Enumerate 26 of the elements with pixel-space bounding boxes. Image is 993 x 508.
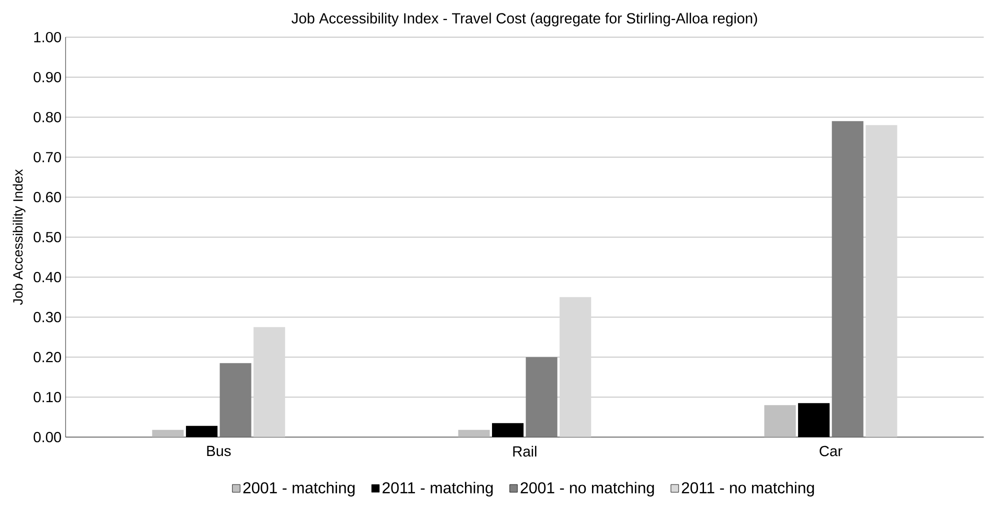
legend-label: 2011 - matching	[382, 482, 493, 496]
y-axis-title: Job Accessibility Index	[12, 169, 26, 305]
legend-label: 2001 - no matching	[520, 482, 654, 496]
bar	[866, 124, 898, 437]
y-tick-label: 1.00	[34, 32, 62, 42]
y-tick-label: 0.90	[34, 72, 62, 82]
chart-title: Job Accessibility Index - Travel Cost (aggregate for Stirling-Alloa region)	[292, 12, 758, 26]
y-tick-label: 0.70	[34, 152, 62, 162]
y-tick-label: 0.00	[34, 432, 62, 442]
y-tick-label: 0.30	[34, 312, 62, 322]
bar	[764, 404, 796, 437]
y-tick-label: 0.10	[34, 392, 62, 402]
x-tick-label: Rail	[513, 446, 536, 456]
y-tick-label: 0.80	[34, 112, 62, 122]
legend-label: 2001 - matching	[243, 482, 355, 496]
y-tick-label: 0.20	[34, 352, 62, 362]
bar	[254, 326, 286, 437]
legend-label: 2011 - no matching	[682, 482, 814, 496]
x-tick-label: Car	[820, 446, 842, 456]
bar	[560, 296, 592, 437]
bar	[458, 430, 490, 437]
y-tick-label: 0.50	[34, 232, 62, 242]
y-tick-label: 0.40	[34, 272, 62, 282]
y-tick-label: 0.60	[34, 192, 62, 202]
x-tick-label: Bus	[207, 446, 231, 456]
bar	[152, 430, 184, 437]
